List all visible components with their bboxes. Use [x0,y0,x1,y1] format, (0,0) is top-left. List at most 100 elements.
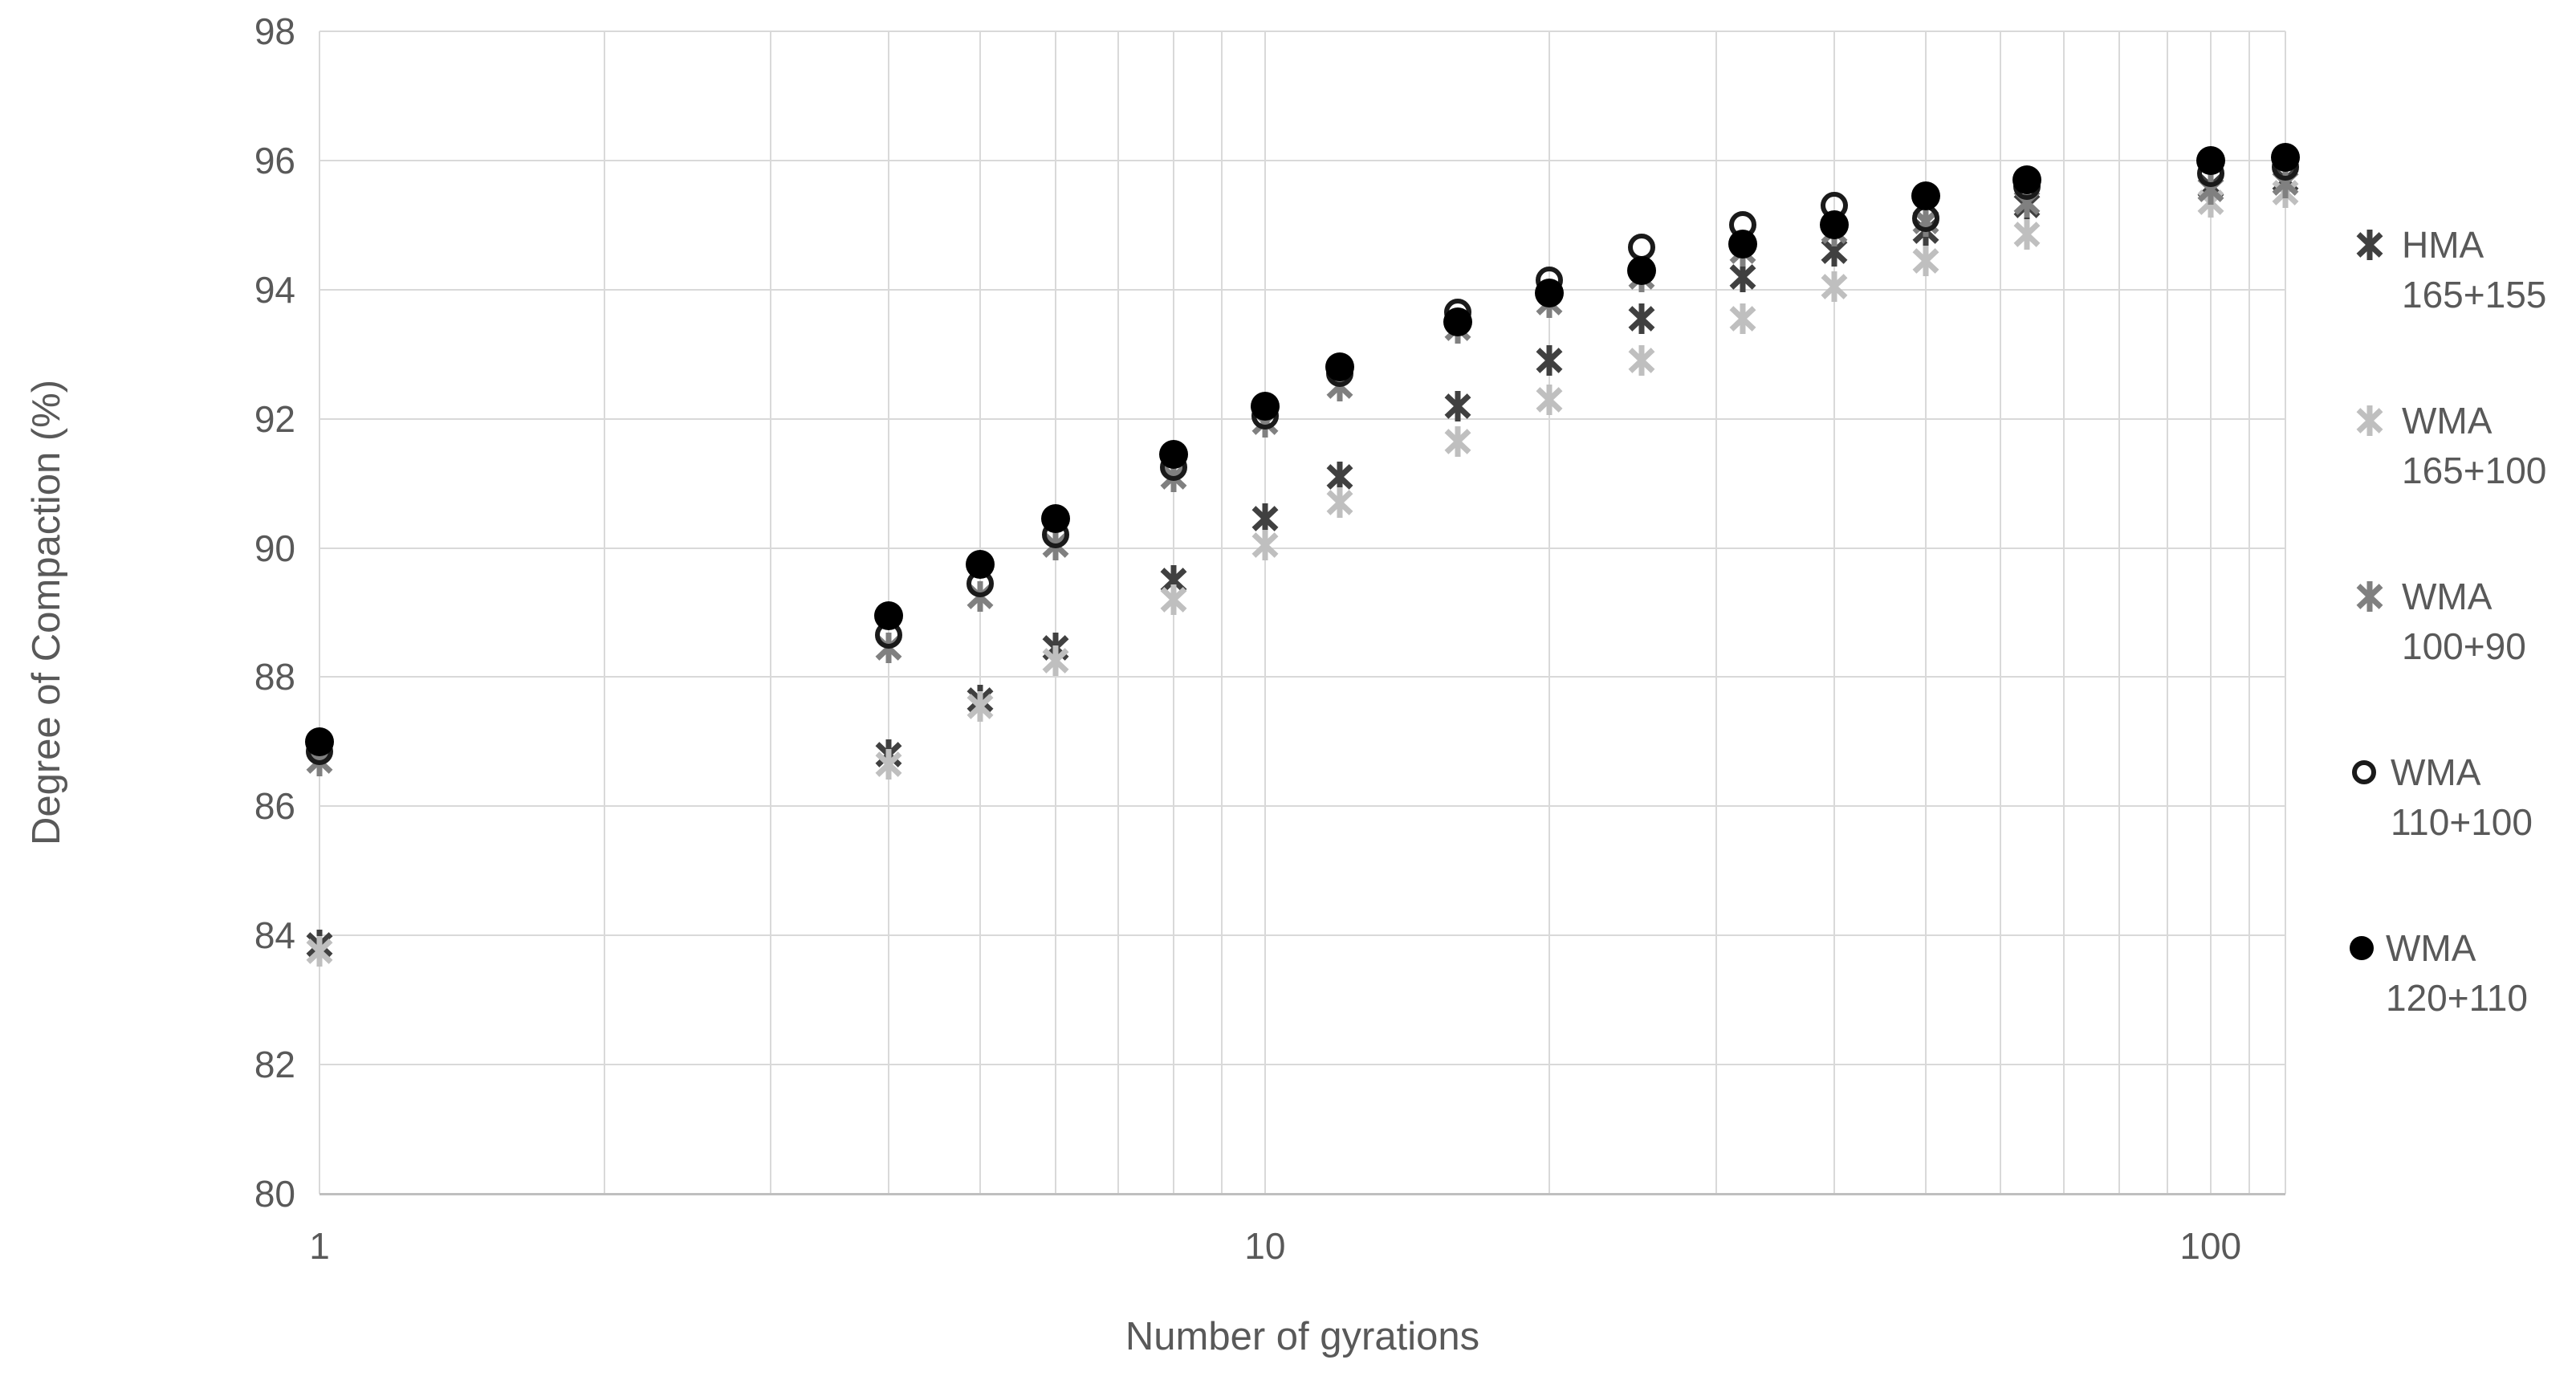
gridline-horizontal [319,159,2285,161]
gridline-horizontal [319,805,2285,808]
data-point-wma-165-100 [1912,245,1939,276]
data-point-hma-165-155 [1628,303,1655,334]
gridline-vertical [2000,31,2002,1194]
data-point-wma-120-110 [966,549,995,579]
y-tick-label: 90 [254,527,295,569]
plot-area [305,31,2300,1195]
x-axis-line [319,1193,2285,1195]
legend-item-wma-120-110: WMA 120+110 [2349,923,2528,1023]
gridline-horizontal [319,31,2285,32]
legend-item-wma-110-100: WMA 110+100 [2349,747,2533,847]
data-point-wma-165-100 [1251,529,1279,560]
data-point-hma-165-155 [1536,345,1563,377]
gridline-horizontal [319,288,2285,291]
data-point-wma-165-100 [1628,345,1655,377]
gridline-vertical [1925,31,1927,1194]
data-point-hma-165-155 [1326,462,1353,493]
gridline-vertical [979,31,982,1194]
data-point-wma-120-110 [1626,255,1656,285]
gridline-vertical [1264,31,1266,1194]
legend-label: WMA 165+100 [2402,396,2546,495]
legend-label-line: HMA [2402,224,2484,266]
legend-label: HMA 165+155 [2402,220,2546,320]
data-point-wma-165-100 [2013,219,2041,250]
data-point-hma-165-155 [1251,503,1279,535]
data-point-wma-120-110 [1250,391,1280,421]
x-tick-label: 10 [1244,1225,1286,1267]
gridline-vertical [1548,31,1551,1194]
filled-circle-icon [2350,936,2374,960]
data-point-wma-120-110 [2012,165,2042,195]
data-point-wma-120-110 [1158,439,1188,469]
legend-label-line: 110+100 [2391,801,2533,843]
legend-label-line: WMA [2402,400,2493,442]
data-point-wma-120-110 [1040,504,1070,534]
legend-label-line: 120+110 [2386,977,2528,1019]
data-point-wma-120-110 [1325,352,1355,382]
data-point-wma-165-100 [1160,584,1187,615]
gridline-vertical [2209,31,2212,1194]
data-point-wma-165-100 [1821,271,1848,302]
y-axis-title: Degree of Compaction (%) [25,379,68,846]
legend-label-line: WMA [2386,927,2476,969]
x-tick-label: 100 [2179,1225,2242,1267]
y-tick-label: 92 [254,397,295,440]
data-point-wma-120-110 [1820,210,1849,240]
legend-label-line: 165+155 [2402,274,2547,316]
data-point-wma-165-100 [1536,384,1563,415]
legend-item-hma-165-155: HMA 165+155 [2349,220,2546,320]
gridline-vertical [2248,31,2251,1194]
legend-label-line: WMA [2402,576,2493,617]
data-point-hma-165-155 [1444,390,1471,421]
data-point-wma-165-100 [306,936,333,967]
data-point-wma-120-110 [874,601,904,631]
y-tick-label: 84 [254,914,295,957]
x-axis-title: Number of gyrations [1125,1315,1480,1358]
data-point-wma-165-100 [1729,303,1756,334]
gridline-vertical [2118,31,2120,1194]
legend-label-line: 100+90 [2402,625,2526,667]
data-point-hma-165-155 [1729,261,1756,292]
gridline-vertical [1833,31,1835,1194]
data-point-wma-120-110 [1443,307,1473,336]
legend-label: WMA 110+100 [2391,747,2533,847]
asterisk-icon [2356,230,2383,260]
data-point-wma-165-100 [1326,487,1353,519]
legend-label: WMA 120+110 [2386,923,2528,1023]
gridline-vertical [319,31,320,1194]
open-circle-icon [2352,760,2376,784]
data-point-wma-165-100 [875,749,902,780]
gridline-horizontal [319,417,2285,420]
legend-item-wma-165-100: WMA 165+100 [2349,396,2546,495]
data-point-wma-120-110 [2196,145,2225,175]
gridline-horizontal [319,676,2285,678]
legend-label-line: 165+100 [2402,450,2547,491]
gridline-horizontal [319,1064,2285,1066]
gridline-vertical [1054,31,1056,1194]
data-point-wma-165-100 [967,690,994,722]
gridline-vertical [603,31,605,1194]
gridline-vertical [1220,31,1223,1194]
legend-item-wma-100-90: WMA 100+90 [2349,572,2526,671]
gridline-vertical [2063,31,2065,1194]
asterisk-icon [2356,581,2383,612]
gridline-vertical [1715,31,1717,1194]
y-tick-label: 82 [254,1044,295,1086]
data-point-wma-165-100 [1444,425,1471,457]
data-point-wma-165-100 [1042,645,1069,677]
data-point-wma-120-110 [305,727,334,756]
gridline-vertical [2285,31,2286,1194]
legend-label-line: WMA [2391,751,2481,793]
asterisk-icon [2356,405,2383,436]
gridline-horizontal [319,547,2285,549]
gridline-vertical [2166,31,2168,1194]
gridline-horizontal [319,934,2285,937]
y-tick-label: 94 [254,268,295,311]
y-tick-label: 86 [254,785,295,828]
x-tick-label: 1 [309,1225,330,1267]
data-point-wma-120-110 [1535,278,1565,307]
data-point-wma-120-110 [2271,142,2300,172]
gridline-vertical [1117,31,1120,1194]
y-tick-label: 96 [254,139,295,181]
